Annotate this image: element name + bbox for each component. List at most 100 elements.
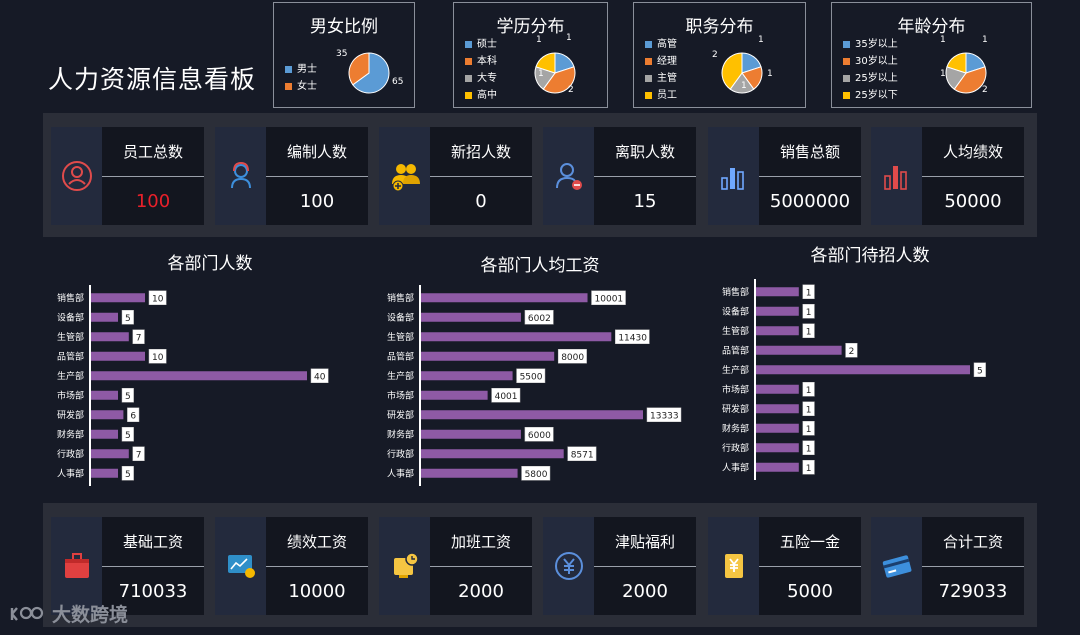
pie-chart — [534, 52, 576, 94]
legend-label: 25岁以上 — [855, 73, 898, 84]
data-label-box — [310, 368, 329, 383]
bar-chart-title: 各部门人数 — [167, 254, 253, 274]
data-label: 10001 — [595, 294, 624, 304]
data-label: 2 — [849, 347, 855, 357]
legend-label: 高中 — [477, 90, 497, 101]
pie-data-label: 35 — [336, 49, 348, 59]
data-label: 11430 — [618, 333, 647, 343]
data-label: 1 — [806, 308, 812, 318]
data-label-box — [557, 349, 587, 364]
pie-data-label: 65 — [392, 77, 404, 87]
bar — [91, 351, 145, 361]
kpis-value: 100 — [135, 190, 171, 212]
pie-data-label: 2 — [568, 85, 574, 95]
pie-card-0: 男女比例 男士 女士 65 35 — [273, 2, 415, 108]
pie-slice — [348, 52, 370, 86]
salary-card: 合计工资 729033 — [871, 517, 1024, 615]
category-label: 行政部 — [722, 442, 749, 454]
salary-value: 2000 — [622, 580, 668, 602]
category-label: 市场部 — [387, 389, 414, 401]
salary-value: 10000 — [288, 580, 346, 602]
data-label: 5 — [977, 366, 983, 376]
data-label-box — [524, 310, 554, 325]
category-label: 市场部 — [57, 389, 84, 401]
category-label: 销售部 — [722, 286, 749, 298]
data-label: 10 — [152, 353, 164, 363]
bar — [91, 468, 118, 478]
horizontal-bar-chart: 销售部 10001 设备部 6002 生管部 11430 品管部 8000 生产部 5500 市场部… — [387, 285, 682, 486]
card-divider — [430, 176, 532, 177]
horizontal-bar-chart: 销售部 1 设备部 1 生管部 1 品管部 2 生产部 5 市场部 1 研发部 1 财务部 1 行政部 1 人事部 1 — [722, 279, 986, 480]
salary-card: 五险一金 5000 — [708, 517, 861, 615]
legend-label: 硕士 — [477, 39, 497, 50]
pie-data-label: 1 — [940, 35, 946, 45]
kpis-value: 0 — [475, 190, 487, 212]
salary-value: 2000 — [458, 580, 504, 602]
bar — [421, 351, 555, 361]
bar — [421, 371, 513, 381]
card-divider — [922, 566, 1024, 567]
yuan-coin-icon — [543, 517, 594, 615]
pie-data-label: 1 — [767, 69, 773, 79]
user-remove-icon — [543, 127, 594, 225]
data-label: 8000 — [561, 353, 584, 363]
legend-item: 35岁以上 — [843, 36, 898, 53]
pie-title: 学历分布 — [496, 17, 565, 37]
category-label: 人事部 — [57, 467, 84, 479]
horizontal-bar-chart: 销售部 10 设备部 5 生管部 7 品管部 10 生产部 40 市场部 5 研发部 6 财务部 5 行政部 7 人… — [57, 285, 329, 486]
bar — [421, 332, 612, 342]
category-label: 生产部 — [722, 364, 749, 376]
bar — [91, 390, 118, 400]
data-label: 1 — [806, 405, 812, 415]
category-label: 研发部 — [57, 409, 84, 421]
data-label-box — [121, 427, 134, 442]
salary-card: 加班工资 2000 — [379, 517, 532, 615]
bar-chart-title: 各部门人均工资 — [480, 256, 600, 276]
data-label-box — [148, 349, 167, 364]
data-label-box — [132, 329, 145, 344]
data-label: 7 — [136, 333, 142, 343]
kpis-value: 50000 — [944, 190, 1002, 212]
data-label-box — [845, 343, 858, 358]
data-label-box — [973, 362, 986, 377]
pie-data-label: 1 — [982, 35, 988, 45]
pie-slice — [542, 66, 576, 94]
legend-item: 30岁以上 — [843, 53, 898, 70]
data-label: 5 — [125, 431, 131, 441]
bar — [421, 312, 521, 322]
bar — [756, 306, 799, 316]
pie-slice — [953, 66, 987, 94]
user-headset-icon — [215, 127, 266, 225]
category-label: 品管部 — [387, 350, 414, 362]
data-label-box — [802, 284, 815, 299]
category-label: 生产部 — [57, 370, 84, 382]
pie-card-1: 学历分布 硕士 本科 大专 高中 1 2 1 1 — [453, 2, 608, 108]
legend-swatch — [465, 92, 472, 99]
kpis-label: 编制人数 — [286, 143, 347, 161]
category-label: 销售部 — [57, 292, 84, 304]
pie-legend: 硕士 本科 大专 高中 — [465, 36, 497, 104]
bar — [421, 449, 564, 459]
bar — [421, 468, 518, 478]
pie-legend: 35岁以上 30岁以上 25岁以上 25岁以下 — [843, 36, 898, 104]
category-label: 行政部 — [387, 448, 414, 460]
bar — [91, 293, 145, 303]
category-label: 研发部 — [387, 409, 414, 421]
kpis-value: 5000000 — [769, 190, 851, 212]
brand-logo-text: 大数跨境 — [52, 604, 129, 626]
category-label: 生产部 — [387, 370, 414, 382]
kpis-label: 人均绩效 — [942, 143, 1003, 161]
data-label: 5 — [125, 392, 131, 402]
data-label-box — [524, 427, 554, 442]
legend-label: 男士 — [297, 64, 317, 75]
card-divider — [922, 176, 1024, 177]
card-divider — [266, 566, 368, 567]
pie-data-label: 1 — [940, 69, 946, 79]
legend-label: 员工 — [657, 90, 677, 101]
data-label-box — [802, 440, 815, 455]
pie-chart — [721, 52, 763, 94]
bar — [421, 390, 488, 400]
legend-item: 高中 — [465, 87, 497, 104]
bar — [756, 345, 842, 355]
salary-label: 加班工资 — [450, 533, 511, 551]
